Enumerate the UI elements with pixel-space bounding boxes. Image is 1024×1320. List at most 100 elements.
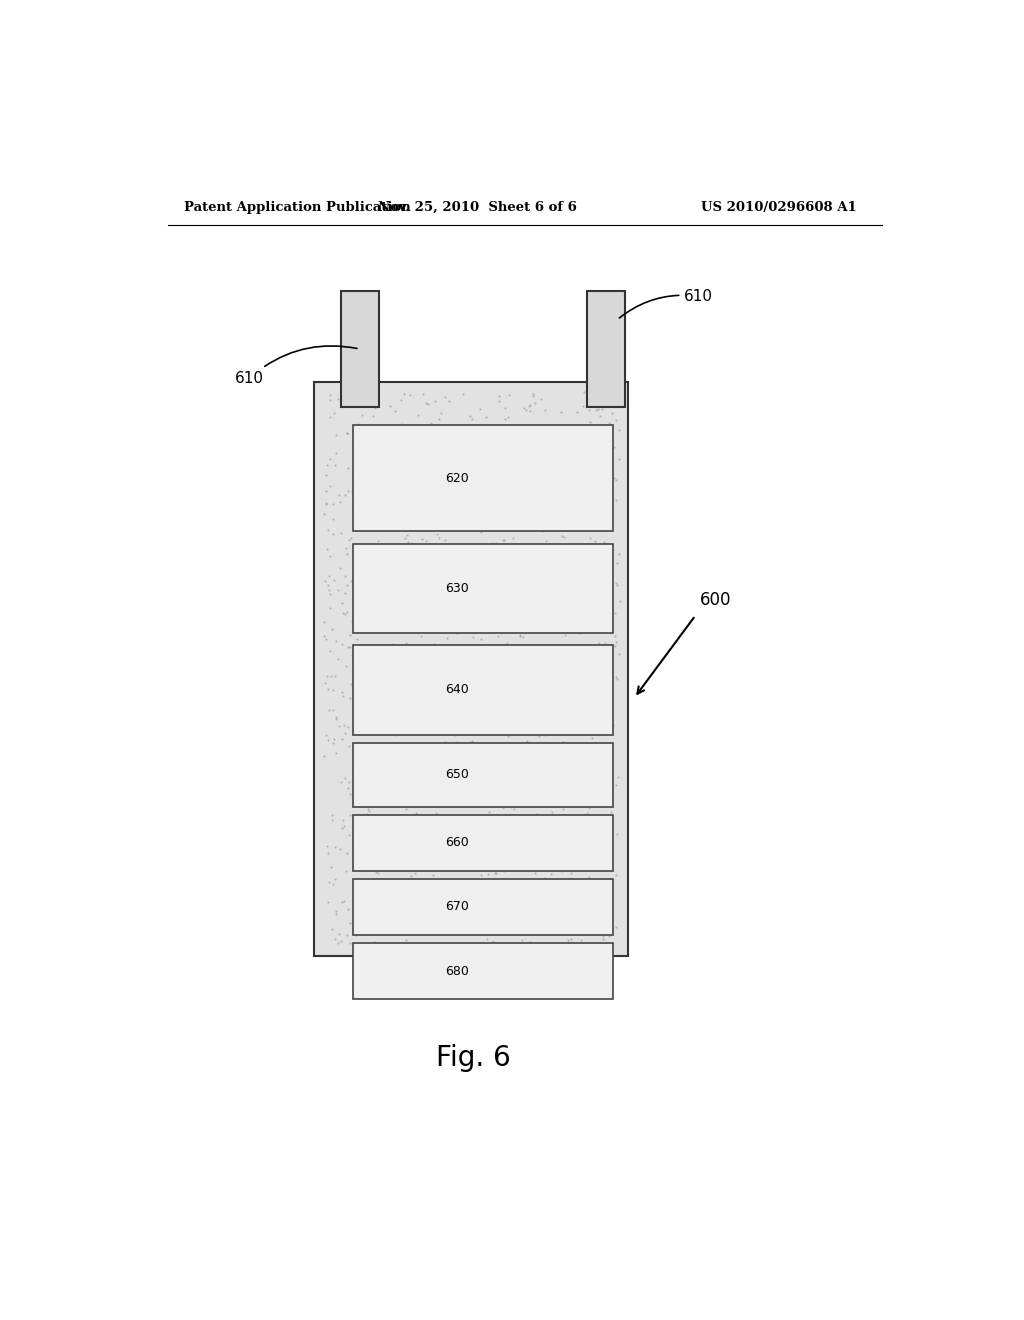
- Point: [449, 623, 465, 644]
- Point: [416, 433, 432, 454]
- Point: [574, 661, 591, 682]
- Point: [456, 676, 472, 697]
- Point: [490, 869, 507, 890]
- Point: [408, 907, 424, 928]
- Point: [366, 895, 382, 916]
- Point: [398, 929, 415, 950]
- Point: [348, 665, 365, 686]
- Point: [497, 409, 513, 430]
- Point: [472, 399, 488, 420]
- Point: [534, 521, 550, 543]
- Point: [337, 566, 353, 587]
- Point: [581, 648, 597, 669]
- Point: [385, 572, 401, 593]
- Point: [470, 488, 486, 510]
- Point: [433, 653, 450, 675]
- Point: [451, 503, 467, 524]
- Point: [480, 680, 497, 701]
- Point: [316, 746, 333, 767]
- Point: [398, 517, 415, 539]
- Point: [337, 723, 353, 744]
- Point: [339, 574, 355, 595]
- Point: [332, 557, 348, 578]
- Point: [348, 925, 365, 946]
- Point: [540, 594, 556, 615]
- Point: [402, 636, 419, 657]
- Point: [575, 911, 592, 932]
- Point: [597, 599, 613, 620]
- Point: [324, 804, 340, 825]
- Point: [428, 692, 444, 713]
- Point: [514, 929, 530, 950]
- Point: [546, 875, 562, 896]
- Point: [462, 416, 478, 437]
- Point: [521, 833, 538, 854]
- Point: [537, 399, 553, 420]
- Point: [464, 408, 480, 429]
- Point: [426, 912, 442, 933]
- Point: [590, 767, 606, 788]
- Point: [430, 787, 446, 808]
- Point: [507, 469, 523, 490]
- Point: [570, 498, 587, 519]
- Point: [553, 401, 569, 422]
- Point: [381, 451, 397, 473]
- Point: [502, 552, 518, 573]
- Point: [575, 717, 592, 738]
- Point: [534, 515, 550, 536]
- Point: [471, 643, 487, 664]
- Point: [355, 846, 372, 867]
- Point: [513, 539, 529, 560]
- Point: [352, 796, 369, 817]
- Point: [560, 739, 577, 760]
- Point: [450, 704, 466, 725]
- Point: [479, 863, 496, 884]
- Point: [562, 867, 579, 888]
- Point: [568, 816, 585, 837]
- Point: [581, 583, 597, 605]
- Point: [594, 813, 610, 834]
- Point: [344, 611, 360, 632]
- Point: [581, 400, 597, 421]
- Point: [411, 614, 427, 635]
- Point: [525, 383, 542, 404]
- Point: [349, 659, 366, 680]
- Point: [382, 395, 398, 416]
- Point: [323, 665, 339, 686]
- Point: [596, 517, 612, 539]
- Point: [557, 599, 573, 620]
- Point: [537, 500, 553, 521]
- Point: [532, 923, 549, 944]
- Point: [503, 818, 519, 840]
- Point: [531, 708, 548, 729]
- Point: [447, 572, 464, 593]
- Point: [557, 479, 573, 500]
- Point: [547, 544, 563, 565]
- Point: [429, 593, 445, 614]
- Point: [494, 591, 510, 612]
- Point: [415, 748, 431, 770]
- Point: [525, 554, 542, 576]
- Point: [399, 652, 416, 673]
- Point: [580, 512, 596, 533]
- Point: [489, 626, 506, 647]
- Point: [469, 708, 485, 729]
- Point: [377, 843, 393, 865]
- Point: [505, 469, 521, 490]
- Point: [522, 400, 539, 421]
- Point: [609, 824, 626, 845]
- Point: [481, 803, 498, 824]
- Point: [570, 845, 587, 866]
- Point: [337, 767, 353, 788]
- Point: [341, 529, 357, 550]
- Point: [565, 923, 582, 944]
- Point: [474, 483, 490, 504]
- Point: [425, 865, 441, 886]
- Point: [487, 843, 504, 865]
- Point: [510, 685, 526, 706]
- Point: [608, 490, 625, 511]
- Point: [338, 537, 354, 558]
- Point: [328, 442, 344, 463]
- Point: [478, 573, 495, 594]
- Point: [359, 416, 376, 437]
